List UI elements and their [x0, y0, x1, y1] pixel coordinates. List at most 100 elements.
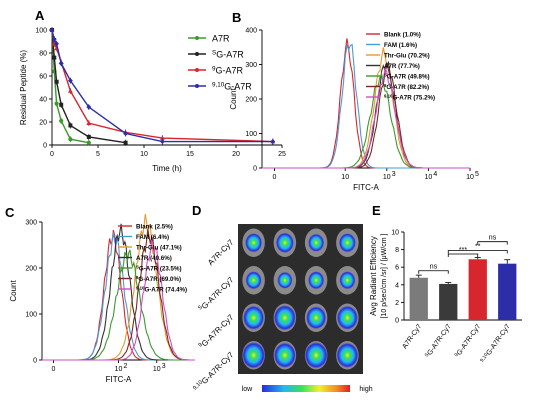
- x-tick-label: 10: [341, 174, 349, 181]
- data-point: [52, 55, 57, 60]
- fluorescence-signal: [336, 342, 359, 368]
- y-axis-label: Count: [229, 88, 238, 110]
- significance-label: ns: [489, 235, 497, 242]
- data-point: [86, 120, 92, 125]
- x-tick-label: 20: [232, 151, 240, 158]
- data-point: [54, 101, 59, 106]
- y-tick-label: 300: [245, 62, 257, 69]
- y-tick-label: 400: [245, 28, 257, 35]
- y-tick-label: 300: [25, 220, 37, 227]
- legend-label: SG-A7R (23.5%): [136, 264, 182, 273]
- category-label: A7R-Cy7: [401, 323, 423, 350]
- data-point: [54, 79, 59, 84]
- significance-bracket: [447, 253, 479, 257]
- row-label: A7R-Cy7: [206, 237, 236, 267]
- legend-label: A7R (40.6%): [136, 255, 172, 262]
- data-point: [59, 102, 64, 107]
- y-tick-label: 8: [395, 247, 399, 254]
- fluorescence-signal: [242, 342, 266, 369]
- x-tick-label: 10: [115, 366, 123, 373]
- fluorescence-signal: [245, 271, 262, 290]
- fluorescence-signal: [306, 306, 327, 330]
- scale-high-label: high: [359, 386, 372, 393]
- x-axis-label: Time (h): [152, 164, 182, 173]
- fluorescence-signal: [308, 233, 325, 252]
- histogram-curve: [262, 72, 470, 169]
- panel-e-bar-chart: 0 2 4 6 8 10 Avg Radiant Efficiency [10 p/sec/c…: [369, 230, 522, 364]
- histogram-curve: [262, 38, 470, 169]
- x-tick-label: 0: [52, 366, 56, 373]
- significance-bracket: [447, 250, 508, 254]
- panel-label-e: E: [372, 203, 381, 218]
- bar: [439, 283, 458, 320]
- legend-label: Blank (1.0%): [384, 32, 421, 39]
- category-label: SG-A7R-Cy7: [423, 322, 453, 359]
- x-axis-label: FITC-A: [106, 375, 132, 384]
- legend-label: 9G-A7R (69.0%): [136, 275, 181, 284]
- data-point: [51, 36, 57, 42]
- fluorescence-signal: [339, 271, 356, 290]
- data-point: [58, 60, 64, 66]
- x-tick-exponent: 4: [433, 171, 437, 178]
- significance-bracket: [477, 241, 508, 245]
- data-point: [270, 138, 276, 145]
- y-tick-label: 0: [33, 358, 37, 365]
- data-point: [54, 41, 59, 47]
- histogram-curve: [42, 232, 195, 361]
- legend-marker: [195, 36, 199, 40]
- bar: [498, 263, 517, 320]
- data-point: [68, 78, 73, 84]
- y-tick-label: 100: [25, 312, 37, 319]
- fluorescence-signal: [308, 271, 325, 290]
- significance-bracket: [418, 270, 449, 274]
- histogram-curve: [42, 239, 195, 361]
- category-label: 9,10G-A7R-Cy7: [479, 322, 512, 364]
- data-point: [68, 137, 73, 142]
- panel-label-a: A: [35, 8, 45, 23]
- x-tick-label: 0: [273, 174, 277, 181]
- x-tick-label: 5: [96, 151, 100, 158]
- fluorescence-signal: [304, 342, 328, 369]
- panel-a-residual-peptide-chart: 0 20 40 60 80 100 0 5 10 15 20 25 Time (h) Residual P…: [19, 27, 286, 173]
- y-tick-label: 2: [395, 300, 399, 307]
- bar: [468, 259, 487, 320]
- legend-label: A7R (77.7%): [384, 63, 420, 70]
- legend-label: A7R: [212, 34, 230, 44]
- y-axis-label: Count: [9, 280, 18, 302]
- fluorescence-signal: [336, 305, 358, 330]
- fluorescence-signal: [277, 271, 293, 289]
- x-tick-label: 10: [153, 366, 161, 373]
- data-point: [160, 138, 165, 145]
- x-axis-label: FITC-A: [353, 183, 379, 192]
- legend-label: Thr-Glu (70.2%): [384, 53, 430, 60]
- fluorescence-signal: [338, 233, 356, 253]
- data-point: [59, 118, 64, 123]
- y-axis-unit: [10 p/sec/cm /sr] / [μW/cm ]: [381, 233, 388, 318]
- data-point: [68, 123, 73, 128]
- data-point: [86, 140, 91, 145]
- y-axis-label: Avg Radiant Efficiency: [369, 236, 378, 316]
- legend-label: 9,10G-A7R (74.4%): [136, 285, 187, 294]
- legend-label: FAM (6.4%): [136, 234, 169, 241]
- x-tick-exponent: 2: [124, 363, 128, 370]
- legend-label: 9G-A7R: [212, 65, 244, 76]
- legend-label: FAM (1.6%): [384, 42, 417, 49]
- scale-low-label: low: [242, 386, 253, 393]
- series-line: [51, 29, 89, 144]
- legend-marker: [195, 84, 199, 88]
- legend-label: SG-A7R: [212, 49, 244, 60]
- panel-label-b: B: [232, 10, 241, 25]
- fluorescence-signal: [243, 305, 265, 330]
- y-tick-label: 6: [395, 265, 399, 272]
- legend-label: 9,10G-A7R (75.2%): [384, 93, 435, 102]
- x-tick-exponent: 3: [392, 171, 396, 178]
- y-tick-label: 40: [39, 97, 47, 104]
- panel-label-d: D: [192, 203, 201, 218]
- y-tick-label: 100: [245, 131, 257, 138]
- row-label: 9,10G-A7R-Cy7: [192, 350, 236, 394]
- data-point: [86, 134, 91, 139]
- histogram-curve: [262, 66, 470, 169]
